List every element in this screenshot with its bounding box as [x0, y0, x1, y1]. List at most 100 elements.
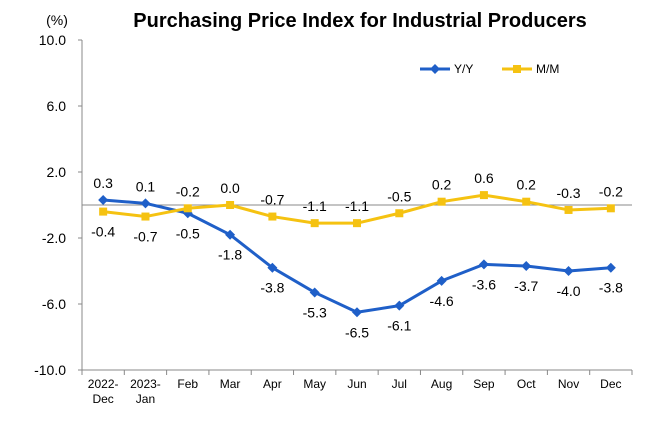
data-point [310, 219, 319, 228]
data-label-yy: -1.8 [218, 247, 242, 263]
y-tick-label: 6.0 [47, 98, 67, 114]
data-label-mm: -0.3 [556, 185, 580, 201]
data-point [606, 204, 615, 213]
data-label-yy: -6.5 [345, 324, 369, 340]
legend-marker [513, 65, 521, 73]
data-point [183, 204, 192, 213]
legend-item: M/M [502, 62, 559, 76]
data-label-yy: -3.7 [514, 278, 538, 294]
data-point [99, 207, 108, 216]
y-tick-label: -10.0 [34, 362, 66, 378]
data-label-mm: -0.7 [133, 229, 157, 245]
data-point [437, 197, 446, 206]
data-point [563, 266, 574, 276]
data-point [352, 307, 362, 318]
x-tick-label-line: Dec [92, 392, 113, 406]
x-tick-label-line: 2023- [130, 377, 161, 391]
x-tick-label: Oct [517, 377, 536, 391]
data-point [479, 191, 488, 200]
data-point [141, 212, 150, 221]
legend-marker [430, 64, 440, 74]
x-tick-label-line: Jun [347, 377, 366, 391]
data-label-yy: -5.3 [303, 304, 327, 320]
data-label-mm: -0.2 [599, 183, 623, 199]
x-tick-label: Aug [431, 377, 452, 391]
x-tick-label: Sep [473, 377, 495, 391]
data-label-yy: -3.6 [472, 276, 496, 292]
x-tick-label-line: Feb [177, 377, 198, 391]
x-tick-label: Apr [263, 377, 282, 391]
data-label-yy: -6.1 [387, 318, 411, 334]
legend-label: M/M [536, 62, 559, 76]
data-label-yy: 0.3 [93, 175, 113, 191]
data-label-mm: -1.1 [303, 198, 327, 214]
data-point [267, 262, 278, 273]
x-tick-label: Mar [220, 377, 241, 391]
y-axis-unit: (%) [46, 12, 68, 28]
data-label-yy: -4.0 [556, 283, 580, 299]
data-point [436, 275, 447, 286]
series-mm [99, 191, 615, 228]
data-label-yy: -3.8 [599, 280, 623, 296]
x-tick-label-line: Sep [473, 377, 495, 391]
data-label-mm: 0.2 [516, 177, 536, 193]
x-tick-label-line: Aug [431, 377, 452, 391]
data-label-mm: -0.4 [91, 224, 115, 240]
x-tick-label: Dec [600, 377, 621, 391]
x-tick-label: 2023-Jan [130, 377, 161, 406]
data-label-yy: 0.1 [136, 178, 156, 194]
series-yy [98, 195, 616, 318]
x-tick-label-line: Nov [558, 377, 579, 391]
data-point [98, 195, 109, 206]
x-tick-label-line: 2022- [88, 377, 119, 391]
data-label-mm: -0.5 [387, 188, 411, 204]
data-point [564, 205, 573, 214]
x-tick-label: May [303, 377, 326, 391]
x-tick-label-line: Dec [600, 377, 621, 391]
data-label-mm: 0.2 [432, 177, 452, 193]
data-point [225, 229, 236, 240]
data-label-yy: -4.6 [430, 293, 454, 309]
y-tick-label: 2.0 [47, 164, 67, 180]
data-point [394, 300, 405, 311]
data-point [140, 198, 151, 209]
y-tick-label: 10.0 [39, 32, 66, 48]
data-label-yy: -3.8 [260, 280, 284, 296]
data-point [478, 259, 489, 270]
x-tick-label-line: Mar [220, 377, 241, 391]
series-layer: 0.3 -0.4 0.1 -0.7 -0.5 -0.2 -1.8 0.0 -3.8 -0.7 -5.… [91, 170, 623, 340]
legend-label: Y/Y [454, 62, 473, 76]
legend-item: Y/Y [420, 62, 473, 76]
x-tick-label-line: Apr [263, 377, 282, 391]
data-point [522, 197, 531, 206]
data-point [395, 209, 404, 218]
x-tick-label: Nov [558, 377, 579, 391]
data-label-mm: 0.6 [474, 170, 494, 186]
data-label-mm: -1.1 [345, 198, 369, 214]
data-label-mm: -0.7 [260, 192, 284, 208]
data-point [605, 262, 616, 273]
data-point [268, 212, 277, 221]
data-label-mm: -0.2 [176, 183, 200, 199]
data-point [521, 261, 532, 272]
data-label-yy: -0.5 [176, 225, 200, 241]
x-tick-label: 2022-Dec [88, 377, 119, 406]
legend: Y/Y M/M [420, 62, 559, 76]
x-tick-label-line: Jan [136, 392, 155, 406]
x-tick-label-line: Oct [517, 377, 536, 391]
axes: 10.06.02.0-2.0-6.0-10.02022-Dec2023-JanF… [34, 32, 633, 406]
x-tick-label-line: May [303, 377, 326, 391]
data-label-mm: 0.0 [220, 180, 240, 196]
series-line [103, 198, 611, 314]
x-tick-label: Feb [177, 377, 198, 391]
x-tick-label: Jul [392, 377, 407, 391]
y-tick-label: -6.0 [42, 296, 66, 312]
y-tick-label: -2.0 [42, 230, 66, 246]
x-tick-label: Jun [347, 377, 366, 391]
x-tick-label-line: Jul [392, 377, 407, 391]
data-point [353, 219, 361, 228]
data-point [226, 201, 235, 209]
data-point [309, 287, 320, 298]
